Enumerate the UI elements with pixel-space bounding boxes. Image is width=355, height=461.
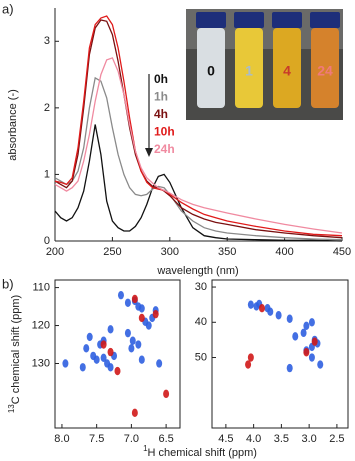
inset-label: 0	[207, 63, 215, 79]
peak	[129, 336, 136, 345]
x-tick-label: 250	[103, 246, 121, 258]
y-tick-label: 110	[32, 281, 50, 293]
x-tick-label: 3.0	[301, 433, 316, 445]
peak	[292, 332, 299, 341]
peak	[303, 321, 310, 331]
x-tick-label: 2.5	[329, 433, 344, 445]
series-line	[54, 57, 343, 234]
x-tick-label: 450	[333, 246, 351, 258]
peak	[311, 337, 318, 346]
legend-label: 1h	[154, 90, 168, 104]
peak	[138, 313, 145, 323]
peak	[247, 300, 254, 309]
x-tick-label: 7.0	[124, 433, 139, 445]
peak	[303, 348, 310, 357]
peak	[86, 332, 93, 342]
x-tick-label: 200	[46, 246, 64, 258]
x-tick-label: 400	[275, 246, 293, 258]
y-tick-label: 3	[44, 35, 50, 47]
y-tick-label: 1	[44, 168, 50, 180]
peak	[286, 363, 293, 373]
y-tick-label: 130	[32, 357, 50, 369]
legend-label: 4h	[154, 107, 168, 121]
y-tick-label: 120	[32, 319, 50, 331]
label-text: H chemical shift (ppm)	[148, 447, 257, 459]
label-text: C chemical shift (ppm)	[10, 295, 22, 404]
x-tick-label: 6.5	[158, 433, 173, 445]
legend-label: 10h	[154, 125, 175, 139]
plot-frame	[211, 279, 349, 429]
x-tick-label: 7.5	[89, 433, 104, 445]
legend-label: 24h	[154, 142, 175, 156]
peak	[107, 363, 114, 372]
peak	[83, 344, 90, 353]
peak	[308, 318, 315, 327]
peak	[286, 314, 293, 323]
inset-label: 1	[245, 63, 253, 79]
series-line	[54, 76, 343, 241]
peak	[128, 344, 135, 353]
peak	[267, 307, 274, 316]
panel-label: a)	[2, 1, 14, 16]
series-line	[54, 124, 343, 242]
label-sup: 1	[143, 444, 148, 453]
peak	[131, 408, 138, 418]
peak	[163, 389, 170, 399]
peak	[117, 290, 124, 300]
y-tick-label: 40	[195, 316, 207, 328]
peak	[100, 340, 107, 349]
panel-label: b)	[2, 276, 14, 291]
peak	[152, 309, 159, 319]
peak	[114, 366, 121, 376]
peak	[124, 328, 131, 338]
label-sup: 13	[7, 404, 16, 413]
peak	[138, 355, 145, 364]
peak	[100, 353, 107, 362]
peak	[79, 363, 86, 372]
y-axis-label: 13C chemical shift (ppm)	[7, 295, 22, 413]
legend-label: 0h	[154, 72, 168, 86]
peak	[93, 355, 100, 364]
peak	[135, 340, 142, 349]
peak	[247, 353, 254, 362]
peak	[107, 325, 114, 334]
x-tick-label: 350	[218, 246, 236, 258]
x-axis-label: 1H chemical shift (ppm)	[143, 444, 257, 459]
y-tick-label: 50	[195, 351, 207, 363]
peak	[258, 303, 265, 313]
plot-frame	[54, 279, 181, 429]
y-tick-label: 0	[44, 235, 50, 247]
peak	[245, 360, 252, 369]
peak	[317, 360, 324, 369]
x-tick-label: 300	[161, 246, 179, 258]
y-axis-label: absorbance (-)	[7, 89, 19, 161]
inset-photo: 0 1 4 24	[186, 9, 343, 120]
peak	[275, 311, 282, 320]
peak	[138, 304, 145, 313]
x-tick-label: 4.5	[218, 433, 233, 445]
y-tick-label: 2	[44, 102, 50, 114]
legend-arrow-head	[145, 148, 153, 157]
peak	[124, 298, 131, 307]
inset-label: 24	[317, 63, 333, 79]
peak	[300, 328, 307, 338]
x-tick-label: 4.0	[246, 433, 261, 445]
inset-label: 4	[283, 63, 291, 79]
peak	[107, 347, 114, 357]
x-tick-label: 8.0	[54, 433, 69, 445]
y-tick-label: 30	[195, 281, 207, 293]
x-tick-label: 3.5	[274, 433, 289, 445]
peak	[62, 359, 69, 368]
x-axis-label: wavelength (nm)	[156, 265, 238, 277]
peak	[156, 359, 163, 368]
peak	[131, 294, 138, 304]
peak	[308, 353, 315, 362]
